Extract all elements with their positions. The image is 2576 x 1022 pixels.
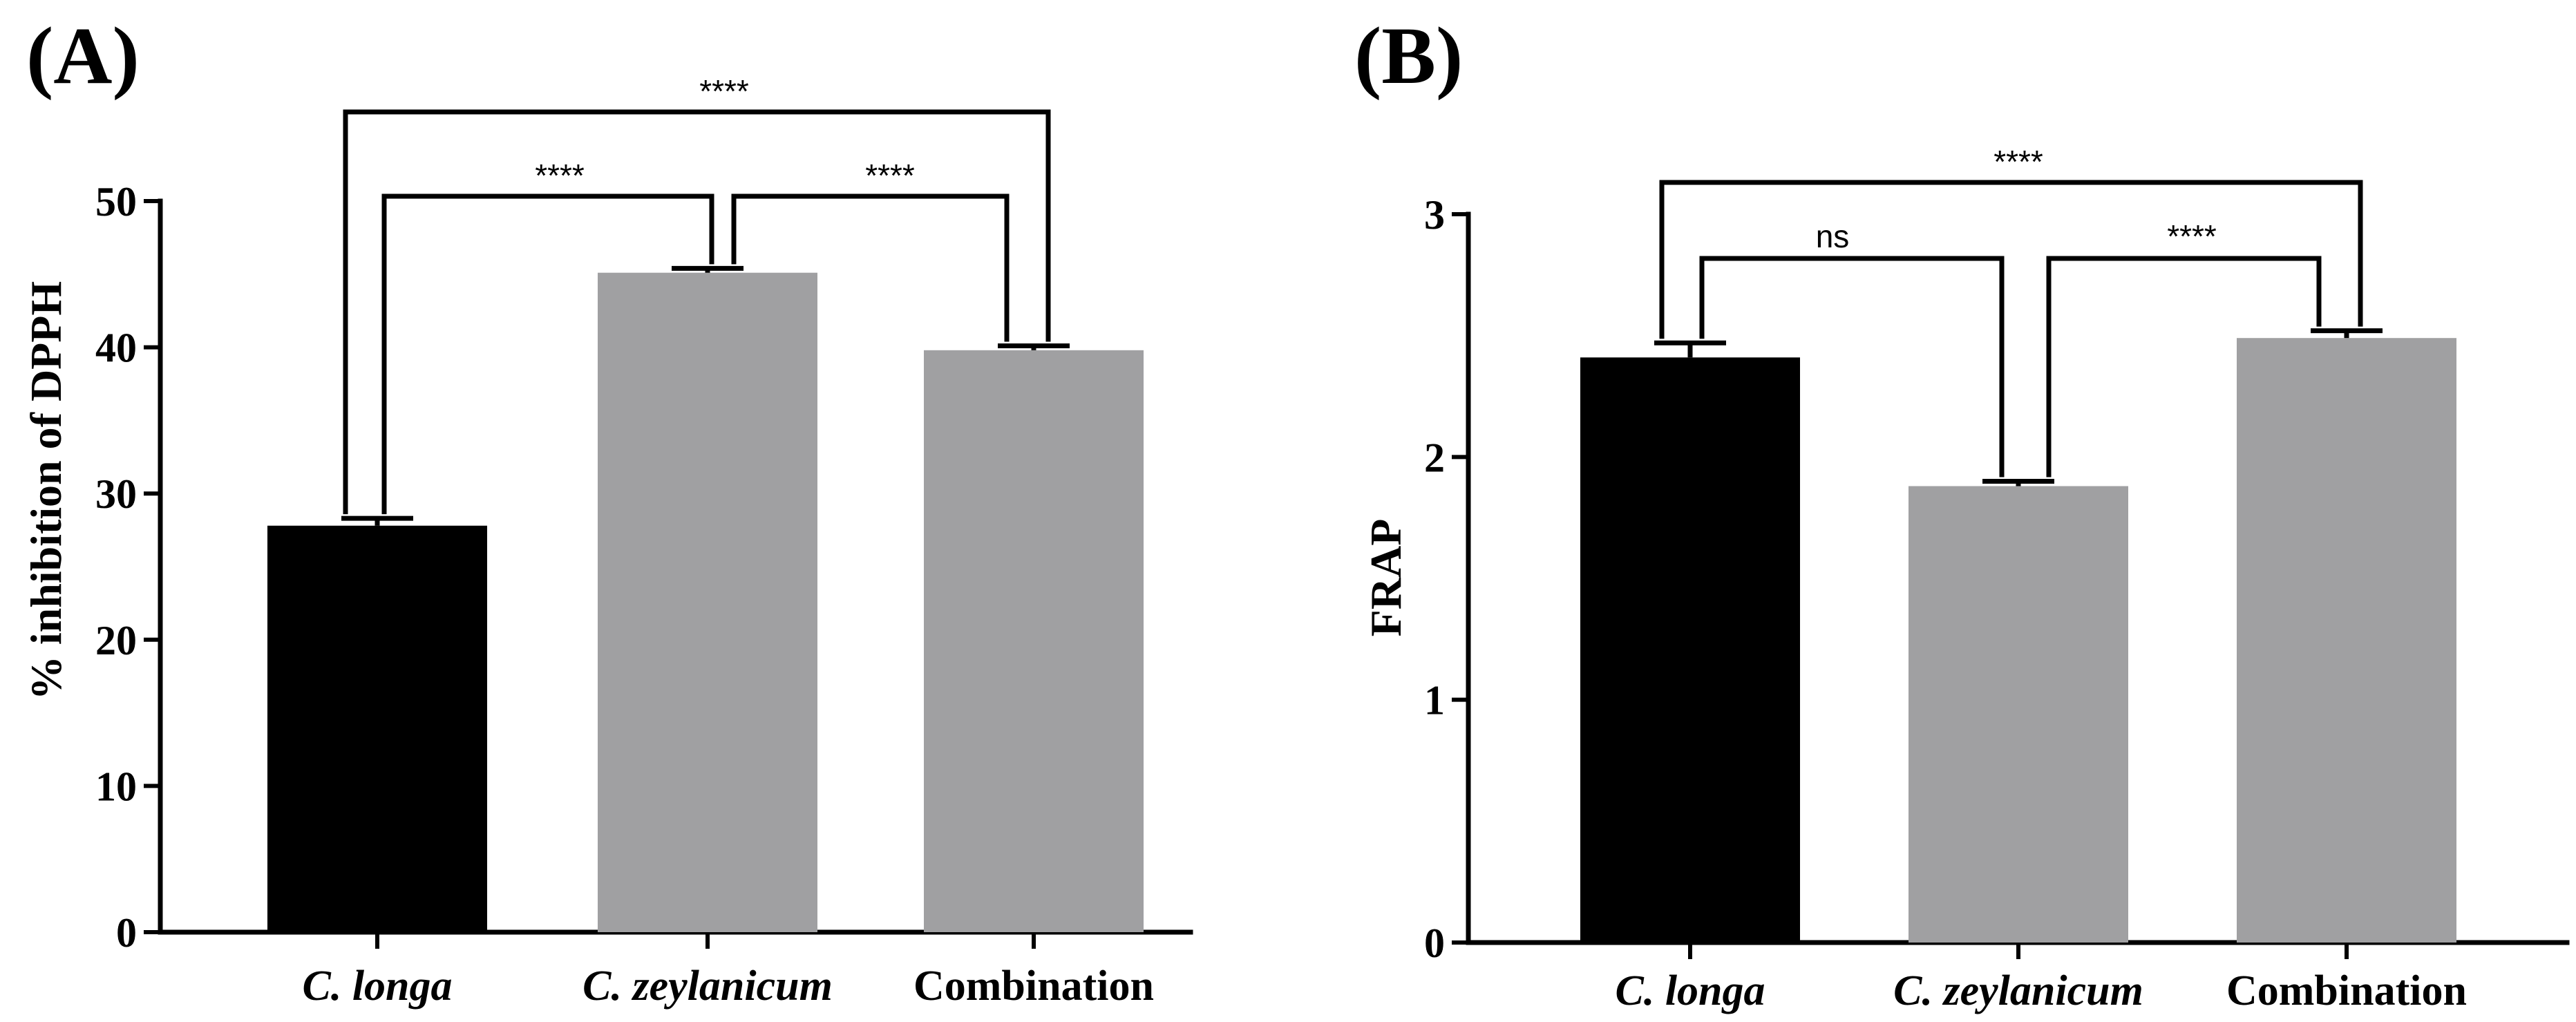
panel-b-x-tick-label: Combination	[2226, 967, 2467, 1014]
panel-b-bracket	[1699, 256, 2005, 477]
panel-b-label: (B)	[1354, 10, 1463, 101]
panel-b-y-tick-label: 0	[1424, 920, 1445, 966]
panel-b-x-tick-label: C. zeylanicum	[1893, 967, 2143, 1014]
panel-b-significance-label: ****	[2167, 218, 2217, 254]
panel-a-label: (A)	[26, 10, 140, 101]
panel-a-x-tick-label: C. longa	[302, 963, 452, 1010]
panel-a-bracket	[381, 193, 714, 515]
panel-a-chart: (A) % inhibition of DPPH 0 10 20 30 40 50 C. l…	[21, 10, 1193, 1010]
panel-a-bar	[267, 525, 487, 932]
panel-b-significance-label: ****	[1993, 144, 2043, 180]
panel-b-significance-label: ns	[1816, 218, 1850, 254]
panel-a-bar	[598, 272, 817, 933]
panel-a-significance-label: ****	[535, 158, 585, 193]
panel-a-y-tick-label: 20	[95, 618, 137, 663]
panel-b-bar	[2237, 338, 2456, 943]
panel-a-bracket	[731, 193, 1010, 342]
panel-b-bracket	[1659, 180, 2363, 339]
panel-b-bars	[1580, 328, 2456, 943]
panel-a-bars	[267, 265, 1144, 933]
panel-b-y-tick-label: 3	[1424, 192, 1445, 238]
panel-a-y-tick-label: 30	[95, 471, 137, 517]
panel-b-significance: **** ns ****	[1659, 144, 2363, 477]
panel-b-bar	[1909, 486, 2128, 943]
panel-a-significance: **** **** ****	[343, 73, 1051, 515]
panel-a-axes: 0 10 20 30 40 50 C. longa C. zeylanicum Combinat…	[95, 179, 1193, 1010]
panel-a-significance-label: ****	[865, 158, 915, 193]
panel-a-significance-label: ****	[699, 73, 749, 109]
panel-b-bracket	[2046, 256, 2322, 477]
panel-b-bar	[1580, 357, 1800, 943]
panel-a-y-tick-label: 10	[95, 764, 137, 809]
panel-a-y-tick-label: 40	[95, 325, 137, 371]
panel-b-y-axis-label: FRAP	[1361, 519, 1410, 637]
panel-b-y-tick-label: 1	[1424, 678, 1445, 723]
panel-b-chart: (B) FRAP 0 1 2 3 C. longa C. zeylanicum Combin…	[1354, 10, 2570, 1014]
panel-a-y-tick-label: 50	[95, 179, 137, 225]
panel-a-bracket	[343, 109, 1051, 515]
panel-b-y-tick-label: 2	[1424, 435, 1445, 480]
panel-a-x-tick-label: Combination	[913, 963, 1154, 1010]
panel-a-y-tick-label: 0	[116, 910, 137, 956]
panel-a-x-tick-label: C. zeylanicum	[583, 963, 833, 1010]
panel-b-x-tick-label: C. longa	[1615, 967, 1765, 1014]
panel-a-bar	[924, 350, 1144, 932]
panel-a-y-axis-label: % inhibition of DPPH	[21, 281, 70, 700]
